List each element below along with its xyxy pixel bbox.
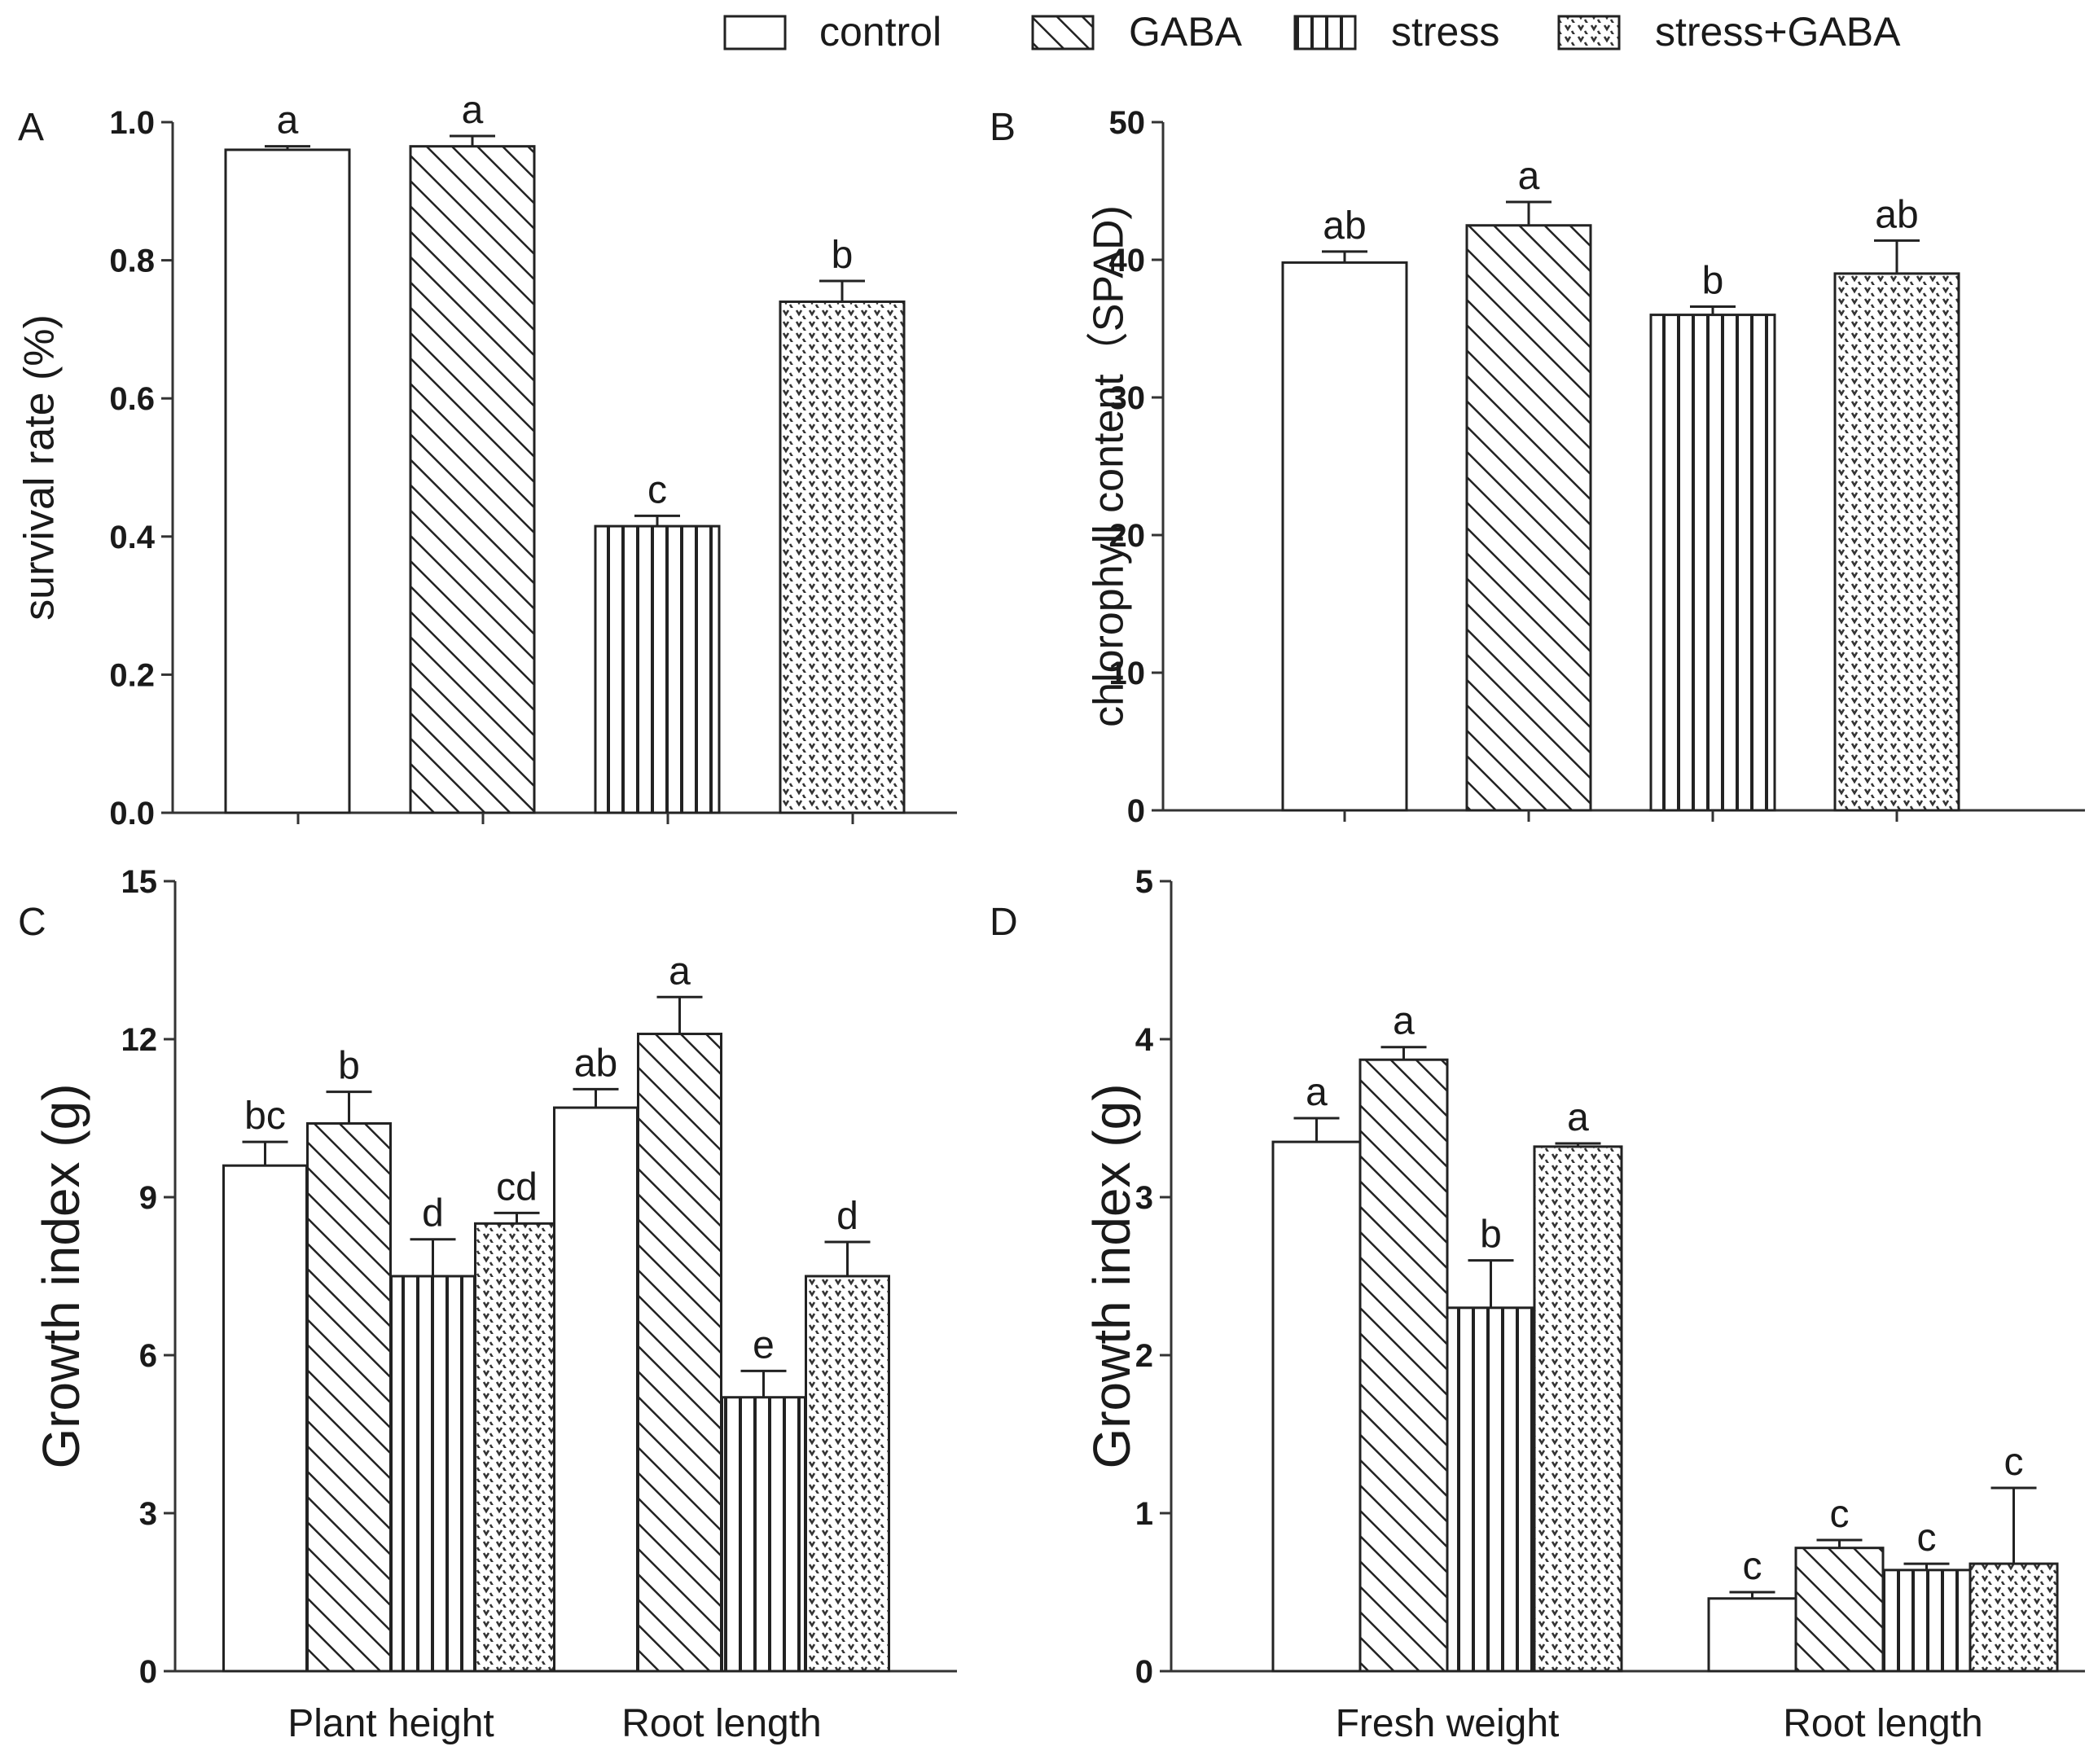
panel-d-bar-stress <box>1446 1306 1536 1673</box>
panel-d-significance-letter: c <box>1917 1516 1937 1560</box>
legend-swatch-stress <box>1293 15 1357 50</box>
panel-c-significance-letter: ab <box>574 1042 617 1085</box>
panel-c-y-tick-label: 3 <box>139 1496 157 1532</box>
panel-c-y-axis-label: Growth index (g) <box>32 1083 90 1468</box>
panel-d-y-axis-label: Growth index (g) <box>1082 1083 1141 1468</box>
panel-a-y-tick-label: 0.2 <box>109 657 155 693</box>
panel-a-bar-stress-gaba <box>779 300 906 814</box>
panel-c-significance-letter: bc <box>244 1095 286 1138</box>
panel-b-bar-control <box>1281 261 1408 812</box>
panel-d-y-tick-label: 5 <box>1135 864 1153 900</box>
legend-label-gaba: GABA <box>1129 9 1243 55</box>
panel-c-category-label: Plant height <box>287 1702 494 1745</box>
legend-label-stress: stress <box>1391 9 1499 55</box>
panel-d-category-label: Fresh weight <box>1336 1702 1560 1745</box>
panel-a-y-axis-label: survival rate (%) <box>16 314 64 621</box>
panel-b-y-tick-label: 20 <box>1109 518 1146 554</box>
panel-c-y-tick-label: 6 <box>139 1338 157 1374</box>
panel-c-significance-letter: d <box>836 1195 858 1238</box>
panel-b-y-tick-label: 40 <box>1109 243 1146 279</box>
panel-d-bar-stress <box>1881 1569 1972 1673</box>
panel-d-category-label: Root length <box>1783 1702 1983 1745</box>
panel-d-bar-stress-gaba <box>1533 1145 1623 1673</box>
panel-a-y-tick-label: 0.0 <box>109 796 155 832</box>
panel-c-category-label: Root length <box>621 1702 822 1745</box>
panel-b-significance-letter: a <box>1518 155 1540 198</box>
panel-c-chart: 0 3 6 9 12 15 Growth index (g) bc b d cd Plant heig… <box>32 864 957 1745</box>
panel-b-bar-gaba <box>1465 224 1592 812</box>
panel-c-significance-letter: cd <box>496 1165 538 1209</box>
panel-c-y-tick-label: 12 <box>121 1022 158 1058</box>
panel-b-y-tick-label: 50 <box>1109 105 1146 141</box>
panel-c-significance-letter: e <box>753 1323 775 1367</box>
legend-swatch-stress-gaba <box>1557 15 1621 50</box>
panel-d-significance-letter: b <box>1480 1213 1502 1257</box>
panel-d-bar-stress-gaba <box>1969 1562 2059 1673</box>
panel-letter-c: C <box>18 901 46 944</box>
panel-letter-b: B <box>990 106 1016 149</box>
panel-c-bar-stress-gaba <box>474 1222 560 1673</box>
panel-d-bar-gaba <box>1794 1547 1885 1673</box>
panel-a-significance-letter: a <box>462 89 484 132</box>
panel-d-y-tick-label: 2 <box>1135 1338 1153 1374</box>
panel-c-bar-stress <box>721 1396 806 1673</box>
panel-b-bar-stress <box>1649 314 1776 812</box>
panel-d-significance-letter: c <box>1743 1545 1762 1588</box>
panel-c-significance-letter: d <box>422 1192 444 1235</box>
panel-c-y-tick-label: 0 <box>139 1654 157 1690</box>
panel-b-y-tick-label: 10 <box>1109 656 1146 691</box>
panel-letter-a: A <box>18 106 44 149</box>
panel-a-bar-control <box>224 148 351 814</box>
panel-a-y-tick-label: 0.6 <box>109 381 155 417</box>
panel-a-significance-letter: a <box>277 99 299 143</box>
panel-a-y-tick-label: 0.8 <box>109 244 155 279</box>
panel-b-y-tick-label: 30 <box>1109 380 1146 416</box>
panel-d-significance-letter: c <box>2004 1441 2024 1484</box>
panel-d-bar-gaba <box>1358 1058 1449 1673</box>
legend-label-stress-gaba: stress+GABA <box>1655 9 1901 55</box>
legend: control GABA stress stress+GABA <box>723 9 1901 55</box>
panel-c-significance-letter: a <box>669 950 691 993</box>
panel-a-bar-stress <box>594 524 721 814</box>
panel-b-bar-stress-gaba <box>1833 272 1960 812</box>
panel-b-y-axis-label: chlorophyll content（SPAD) <box>1086 205 1133 727</box>
panel-b-significance-letter: ab <box>1875 193 1918 236</box>
legend-swatch-control <box>723 15 787 50</box>
panel-d-bar-control <box>1707 1597 1797 1673</box>
panel-b-y-tick-label: 0 <box>1127 793 1145 829</box>
panel-d-significance-letter: a <box>1567 1096 1589 1139</box>
panel-a-bar-gaba <box>409 145 536 814</box>
panel-d-y-tick-label: 4 <box>1135 1022 1154 1058</box>
panel-c-bar-gaba <box>637 1033 722 1673</box>
panel-c-bar-control <box>222 1164 308 1673</box>
panel-d-significance-letter: a <box>1393 1000 1415 1043</box>
panel-d-significance-letter: a <box>1306 1071 1328 1114</box>
panel-a-y-tick-label: 0.4 <box>109 520 155 555</box>
panel-c-bar-gaba <box>306 1121 392 1673</box>
panel-d-y-tick-label: 1 <box>1135 1496 1153 1532</box>
panel-c-bar-stress-gaba <box>805 1275 890 1673</box>
panel-d-bar-control <box>1271 1140 1362 1673</box>
panel-d-significance-letter: c <box>1830 1493 1850 1536</box>
panel-c-bar-control <box>553 1106 639 1673</box>
legend-label-control: control <box>819 9 941 55</box>
panel-d-y-tick-label: 3 <box>1135 1180 1153 1216</box>
panel-d-chart: 0 1 2 3 4 5 Growth index (g) a a b a Fresh weight c c… <box>1082 864 2085 1745</box>
panel-a-chart: 0.0 0.2 0.4 0.6 0.8 1.0 survival rate (%) a a c b <box>16 89 957 832</box>
panel-d-y-tick-label: 0 <box>1135 1654 1153 1690</box>
panel-a-y-tick-label: 1.0 <box>109 105 155 141</box>
panel-a-significance-letter: c <box>647 468 667 511</box>
panel-b-significance-letter: ab <box>1323 204 1366 248</box>
legend-swatch-gaba <box>1031 15 1095 50</box>
panel-c-y-tick-label: 9 <box>139 1180 157 1216</box>
panel-b-significance-letter: b <box>1702 259 1724 302</box>
panel-c-significance-letter: b <box>338 1045 360 1088</box>
panel-c-bar-stress <box>390 1275 476 1673</box>
panel-a-significance-letter: b <box>832 234 854 277</box>
panel-letter-d: D <box>990 901 1018 944</box>
panel-c-y-tick-label: 15 <box>121 864 158 900</box>
